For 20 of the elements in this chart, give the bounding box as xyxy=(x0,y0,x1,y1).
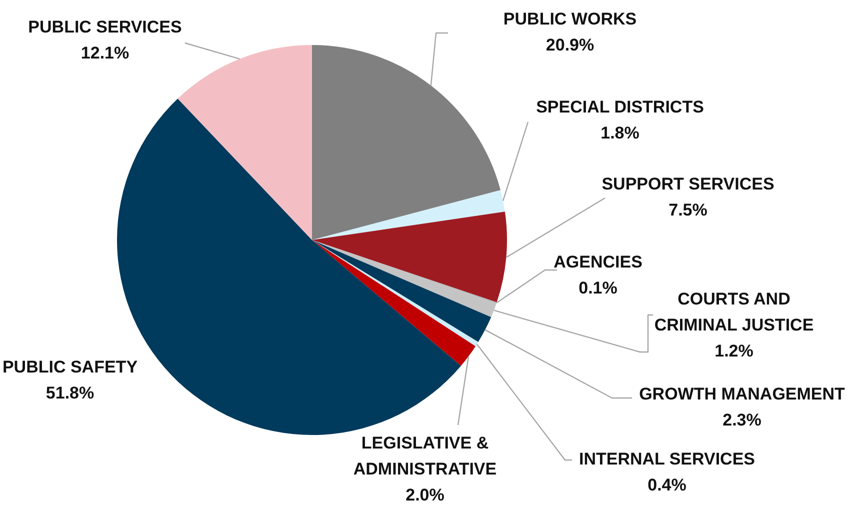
data-label: 2.3% xyxy=(722,410,762,430)
data-label: 20.9% xyxy=(546,36,594,55)
data-label: 0.4% xyxy=(648,476,686,495)
data-label: 12.1% xyxy=(80,44,130,63)
data-label: 2.0% xyxy=(406,486,444,505)
slice-label: SUPPORT SERVICES xyxy=(602,174,774,194)
data-label: 7.5% xyxy=(668,200,708,220)
data-label: 1.8% xyxy=(600,124,640,143)
data-label: 1.2% xyxy=(714,342,754,361)
slice-label: LEGISLATIVE & ADMINISTRATIVE xyxy=(353,434,497,479)
slice-label: SPECIAL DISTRICTS xyxy=(536,98,704,117)
slice-label: GROWTH MANAGEMENT xyxy=(639,384,846,404)
data-label: 0.1% xyxy=(578,278,618,298)
slice-label: COURTS AND CRIMINAL JUSTICE xyxy=(654,290,814,335)
slice-label: AGENCIES xyxy=(554,252,642,272)
slice-label: PUBLIC SAFETY xyxy=(2,358,138,377)
slice-label: PUBLIC SERVICES xyxy=(28,18,182,37)
slice-label: INTERNAL SERVICES xyxy=(578,450,756,469)
slice-label: PUBLIC WORKS xyxy=(503,10,637,29)
data-label: 51.8% xyxy=(46,384,94,403)
